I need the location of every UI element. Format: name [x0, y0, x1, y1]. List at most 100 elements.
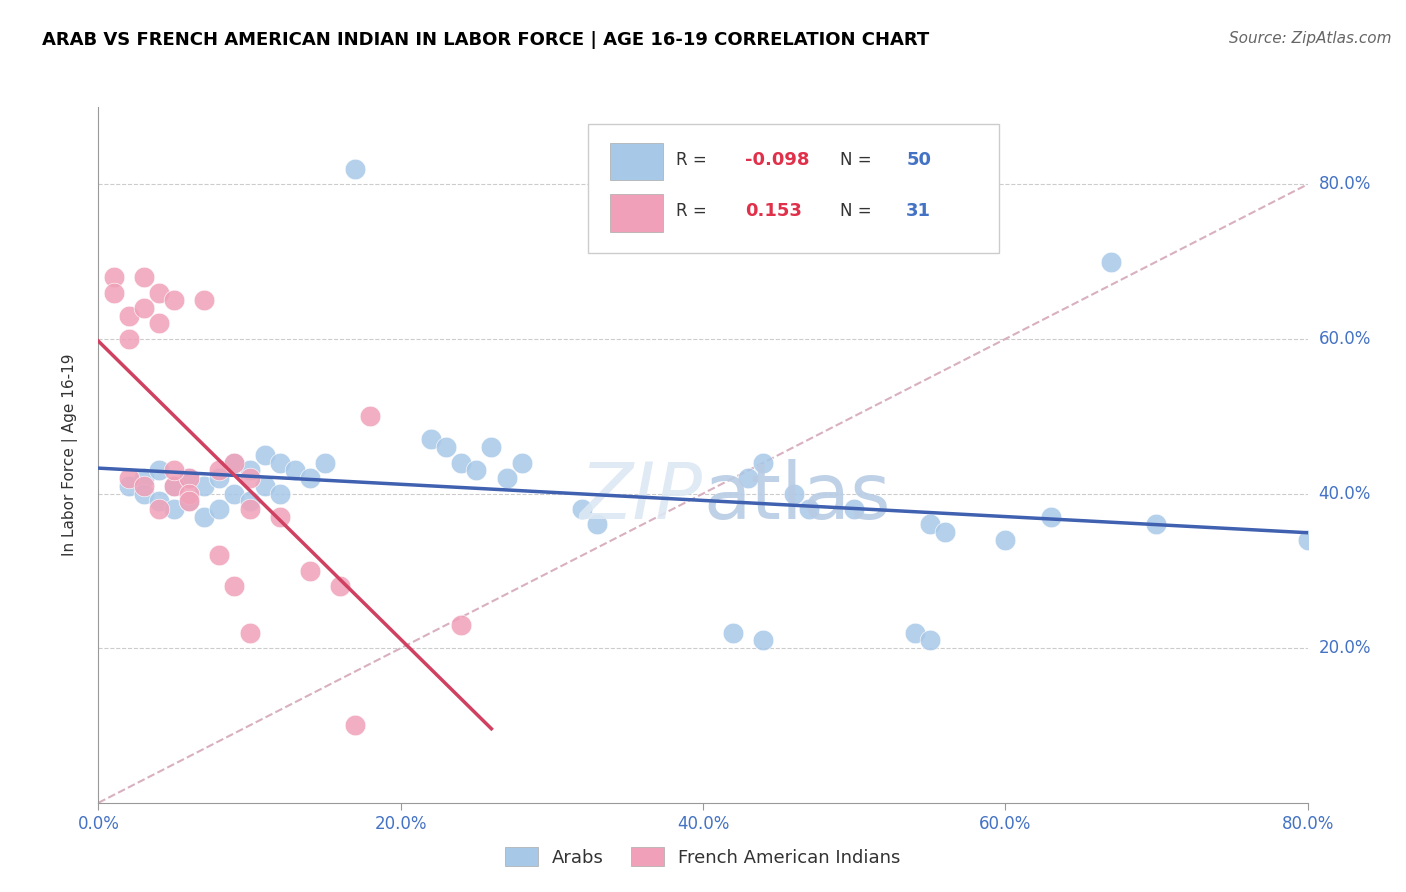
- Point: [148, 494, 170, 508]
- Point: [148, 285, 170, 300]
- Point: [1144, 517, 1167, 532]
- Point: [193, 509, 215, 524]
- Point: [782, 486, 804, 500]
- Point: [510, 456, 533, 470]
- Text: atlas: atlas: [703, 458, 890, 534]
- Point: [177, 486, 201, 500]
- Point: [163, 293, 186, 308]
- Point: [752, 633, 775, 648]
- Point: [239, 463, 262, 477]
- Point: [344, 161, 367, 176]
- Point: [299, 471, 322, 485]
- Point: [163, 479, 186, 493]
- Point: [132, 486, 155, 500]
- Point: [148, 463, 170, 477]
- Point: [253, 448, 276, 462]
- Point: [481, 440, 503, 454]
- Point: [163, 479, 186, 493]
- Point: [193, 293, 215, 308]
- Point: [224, 456, 246, 470]
- Text: 0.153: 0.153: [745, 202, 803, 220]
- Point: [495, 471, 517, 485]
- Point: [314, 456, 336, 470]
- Point: [103, 285, 125, 300]
- Point: [208, 471, 231, 485]
- Point: [1296, 533, 1319, 547]
- Point: [904, 625, 927, 640]
- Point: [269, 509, 291, 524]
- Point: [163, 502, 186, 516]
- Point: [844, 502, 866, 516]
- Point: [224, 579, 246, 593]
- Point: [118, 479, 141, 493]
- Y-axis label: In Labor Force | Age 16-19: In Labor Force | Age 16-19: [62, 353, 77, 557]
- Point: [269, 486, 291, 500]
- Text: 80.0%: 80.0%: [1319, 176, 1371, 194]
- Point: [299, 564, 322, 578]
- Point: [177, 471, 201, 485]
- Text: R =: R =: [676, 202, 713, 220]
- Text: N =: N =: [839, 151, 876, 169]
- Point: [918, 633, 941, 648]
- Point: [239, 471, 262, 485]
- Point: [132, 301, 155, 315]
- Point: [344, 718, 367, 732]
- Point: [1039, 509, 1062, 524]
- Legend: Arabs, French American Indians: Arabs, French American Indians: [498, 840, 908, 874]
- Point: [571, 502, 593, 516]
- Point: [132, 479, 155, 493]
- Point: [797, 502, 820, 516]
- Point: [419, 433, 441, 447]
- Point: [360, 409, 382, 424]
- Point: [465, 463, 488, 477]
- Text: 20.0%: 20.0%: [1319, 640, 1371, 657]
- Point: [586, 517, 609, 532]
- Point: [434, 440, 457, 454]
- Point: [193, 479, 215, 493]
- Point: [208, 549, 231, 563]
- Point: [450, 618, 472, 632]
- Text: 40.0%: 40.0%: [1319, 484, 1371, 502]
- Point: [1099, 254, 1122, 268]
- Point: [752, 456, 775, 470]
- Point: [253, 479, 276, 493]
- Point: [177, 494, 201, 508]
- Text: 60.0%: 60.0%: [1319, 330, 1371, 348]
- Point: [177, 471, 201, 485]
- Point: [148, 317, 170, 331]
- Point: [721, 625, 744, 640]
- Point: [132, 471, 155, 485]
- Point: [224, 456, 246, 470]
- Text: ARAB VS FRENCH AMERICAN INDIAN IN LABOR FORCE | AGE 16-19 CORRELATION CHART: ARAB VS FRENCH AMERICAN INDIAN IN LABOR …: [42, 31, 929, 49]
- Point: [163, 463, 186, 477]
- Point: [118, 309, 141, 323]
- Point: [118, 471, 141, 485]
- FancyBboxPatch shape: [610, 143, 664, 180]
- Point: [208, 463, 231, 477]
- FancyBboxPatch shape: [588, 125, 1000, 253]
- Point: [239, 494, 262, 508]
- Point: [118, 332, 141, 346]
- Text: ZIP: ZIP: [581, 458, 703, 534]
- Point: [450, 456, 472, 470]
- Text: N =: N =: [839, 202, 876, 220]
- Point: [177, 494, 201, 508]
- FancyBboxPatch shape: [610, 194, 664, 232]
- Point: [918, 517, 941, 532]
- Point: [239, 625, 262, 640]
- Point: [103, 270, 125, 285]
- Text: 31: 31: [905, 202, 931, 220]
- Point: [329, 579, 352, 593]
- Text: R =: R =: [676, 151, 713, 169]
- Text: Source: ZipAtlas.com: Source: ZipAtlas.com: [1229, 31, 1392, 46]
- Point: [239, 502, 262, 516]
- Point: [994, 533, 1017, 547]
- Point: [284, 463, 307, 477]
- Point: [934, 525, 956, 540]
- Point: [148, 502, 170, 516]
- Point: [208, 502, 231, 516]
- Point: [269, 456, 291, 470]
- Point: [224, 486, 246, 500]
- Text: 50: 50: [905, 151, 931, 169]
- Point: [132, 270, 155, 285]
